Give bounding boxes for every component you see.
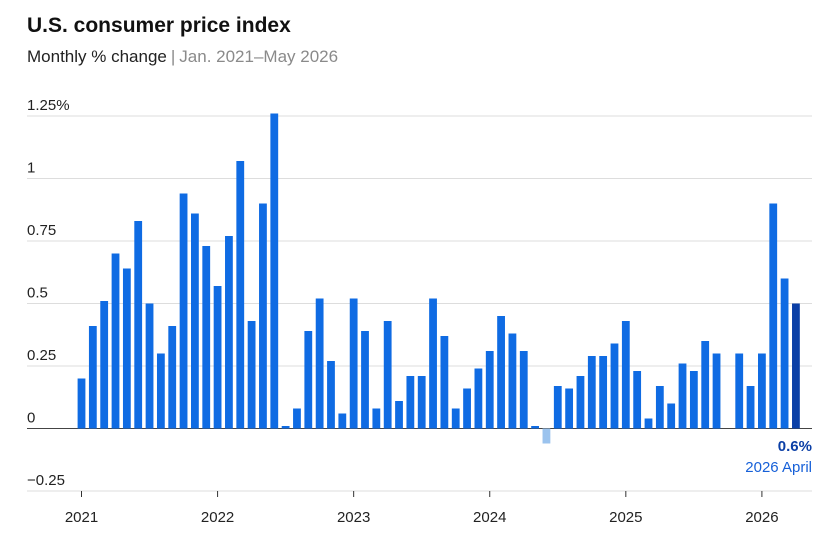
bar (361, 331, 369, 429)
bar (281, 426, 290, 429)
bar (406, 376, 415, 429)
bar (451, 408, 460, 429)
bar (327, 361, 335, 429)
x-tick-label: 2025 (609, 509, 642, 526)
annotation: 0.6% 2026 April (745, 438, 812, 476)
bars (77, 113, 800, 444)
annotation-value: 0.6% (778, 438, 812, 455)
bar (519, 351, 528, 429)
bar (667, 403, 676, 429)
bar (792, 303, 800, 429)
y-tick-label: 0.5 (27, 285, 48, 302)
bar (440, 336, 449, 429)
bar (621, 321, 630, 429)
subtitle-separator: | (170, 47, 176, 66)
bar (225, 236, 233, 429)
bar (315, 298, 324, 429)
bar (610, 343, 619, 429)
bar (655, 386, 664, 429)
bar (111, 253, 120, 429)
bar (576, 376, 585, 429)
x-tick-label: 2026 (745, 509, 778, 526)
bar (417, 376, 426, 429)
bar (122, 268, 131, 429)
bar (701, 341, 710, 429)
bar (134, 221, 143, 429)
bar (156, 353, 165, 429)
bar (463, 388, 471, 429)
bar (77, 378, 86, 429)
bar (168, 326, 177, 429)
bar (599, 356, 608, 429)
bar (191, 213, 199, 429)
bar (644, 418, 653, 429)
bar (587, 356, 596, 429)
bar (565, 388, 574, 429)
bar (259, 203, 267, 429)
bar (508, 333, 517, 429)
bar (383, 321, 392, 429)
bar (780, 278, 789, 429)
bar (712, 353, 721, 429)
bar (247, 321, 256, 429)
y-tick-label: −0.25 (27, 472, 65, 489)
bar (349, 298, 358, 429)
bar (372, 408, 381, 429)
bar (553, 386, 562, 429)
bar (145, 303, 154, 429)
y-tick-label: 0 (27, 410, 35, 427)
subtitle-main: Monthly % change (27, 47, 167, 66)
y-axis: −0.25 0 0.25 0.5 0.75 1 1.25% (27, 97, 70, 489)
bar (304, 331, 313, 429)
bar (236, 161, 245, 429)
bar (429, 298, 437, 429)
bar (213, 286, 222, 429)
annotation-label: 2026 April (745, 459, 812, 476)
bar (100, 301, 109, 429)
bar (88, 326, 97, 429)
chart-subtitle: Monthly % change | Jan. 2021–May 2026 (27, 47, 338, 67)
x-axis: 2021 2022 2023 2024 2025 2026 (65, 491, 779, 526)
bar (689, 371, 698, 429)
x-tick-label: 2022 (201, 509, 234, 526)
bar (542, 428, 551, 444)
bar (179, 193, 188, 429)
bar (485, 351, 494, 429)
bar (202, 246, 211, 429)
gridlines (27, 115, 812, 492)
bar (293, 408, 301, 429)
bar (758, 353, 766, 429)
subtitle-range: Jan. 2021–May 2026 (179, 47, 339, 66)
bar (395, 401, 403, 429)
bar (735, 353, 744, 429)
y-tick-label: 0.75 (27, 222, 56, 239)
x-tick-label: 2024 (473, 509, 506, 526)
bar (497, 316, 505, 429)
bar (338, 413, 347, 429)
bar (769, 203, 778, 429)
bar (746, 386, 755, 429)
chart-title: U.S. consumer price index (27, 14, 291, 37)
x-tick-label: 2021 (65, 509, 98, 526)
x-tick-label: 2023 (337, 509, 370, 526)
bar (633, 371, 642, 429)
bar (474, 368, 483, 429)
bar (270, 113, 279, 429)
bar (531, 426, 539, 429)
y-tick-label: 0.25 (27, 347, 56, 364)
y-tick-label: 1.25% (27, 97, 70, 114)
y-tick-label: 1 (27, 160, 35, 177)
bar (678, 363, 687, 429)
